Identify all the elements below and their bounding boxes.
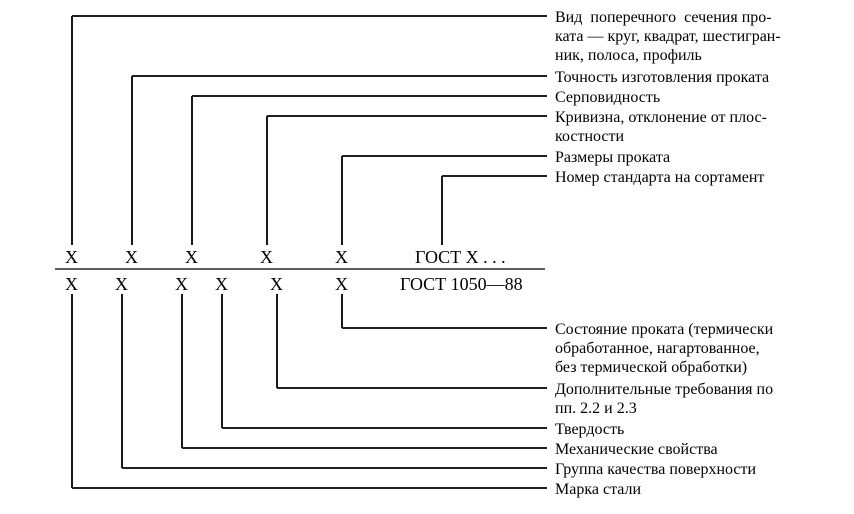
fraction-top-4: X	[335, 247, 348, 268]
fraction-bottom-1: X	[115, 274, 128, 295]
label-top-5: Номер стандарта на сортамент	[555, 168, 764, 187]
fraction-bottom-2: X	[175, 274, 188, 295]
label-top-3: Кривизна, отклонение от плос- костности	[555, 108, 767, 146]
label-top-4: Размеры проката	[555, 148, 670, 167]
label-bottom-1: Дополнительные требования по пп. 2.2 и 2…	[555, 380, 773, 418]
fraction-top-5: ГОСТ X . . .	[415, 247, 506, 268]
fraction-top-1: X	[125, 247, 138, 268]
label-bottom-5: Марка стали	[555, 480, 641, 499]
label-bottom-3: Механические свойства	[555, 440, 718, 459]
label-top-0: Вид поперечного сечения про- ката — круг…	[555, 8, 781, 66]
label-top-2: Серповидность	[555, 88, 660, 107]
label-bottom-0: Состояние проката (термически обработанн…	[555, 320, 773, 378]
fraction-bottom-0: X	[65, 274, 78, 295]
fraction-bottom-6: ГОСТ 1050—88	[400, 274, 523, 295]
label-top-1: Точность изготовления проката	[555, 68, 769, 87]
fraction-bottom-5: X	[335, 274, 348, 295]
fraction-bottom-4: X	[270, 274, 283, 295]
label-bottom-2: Твердость	[555, 420, 624, 439]
fraction-top-2: X	[185, 247, 198, 268]
fraction-top-0: X	[65, 247, 78, 268]
fraction-top-3: X	[260, 247, 273, 268]
label-bottom-4: Группа качества поверхности	[555, 460, 756, 479]
fraction-bottom-3: X	[215, 274, 228, 295]
